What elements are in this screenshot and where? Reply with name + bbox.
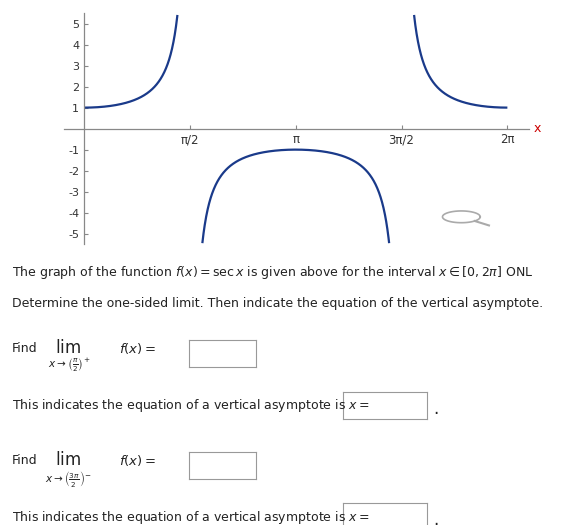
Text: x: x bbox=[534, 122, 541, 135]
Text: Find: Find bbox=[12, 342, 37, 355]
Text: $\lim$: $\lim$ bbox=[55, 451, 81, 469]
Text: $x \to \left(\frac{3\pi}{2}\right)^{\!-}$: $x \to \left(\frac{3\pi}{2}\right)^{\!-}… bbox=[45, 469, 92, 489]
Text: $\lim$: $\lim$ bbox=[55, 339, 81, 357]
Text: This indicates the equation of a vertical asymptote is $x =$: This indicates the equation of a vertica… bbox=[12, 509, 370, 525]
Text: Find: Find bbox=[12, 454, 37, 467]
Text: $x \to \left(\frac{\pi}{2}\right)^{\!+}$: $x \to \left(\frac{\pi}{2}\right)^{\!+}$ bbox=[48, 356, 90, 374]
Text: Determine the one-sided limit. Then indicate the equation of the vertical asympt: Determine the one-sided limit. Then indi… bbox=[12, 297, 543, 310]
Text: The graph of the function $f(x) = \sec x$ is given above for the interval $x \in: The graph of the function $f(x) = \sec x… bbox=[12, 264, 533, 281]
Text: .: . bbox=[433, 400, 438, 417]
Text: This indicates the equation of a vertical asymptote is $x =$: This indicates the equation of a vertica… bbox=[12, 397, 370, 414]
Text: $f(x) =$: $f(x) =$ bbox=[119, 453, 156, 468]
Text: $f(x) =$: $f(x) =$ bbox=[119, 341, 156, 356]
Text: .: . bbox=[433, 511, 438, 525]
